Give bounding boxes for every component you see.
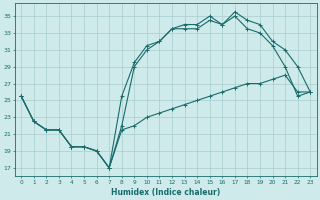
X-axis label: Humidex (Indice chaleur): Humidex (Indice chaleur) — [111, 188, 220, 197]
